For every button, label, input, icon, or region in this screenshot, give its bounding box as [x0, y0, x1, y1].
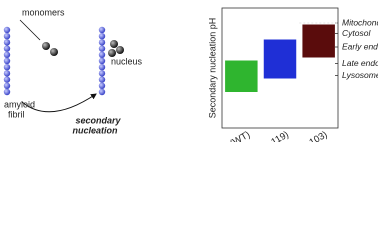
process-label: secondary	[75, 115, 121, 125]
y2-tick-label: Lysosome	[342, 70, 378, 80]
fibril-bead	[3, 70, 11, 77]
fibril-bead	[3, 63, 11, 71]
range-bar	[302, 24, 335, 58]
page: monomers amyloid fibril nucleus secondar…	[3, 7, 378, 142]
nucleus-label: nucleus	[111, 56, 143, 66]
monomer	[42, 42, 50, 50]
x-tick-label: AS(1-103)	[286, 129, 329, 142]
fibrils	[3, 26, 106, 96]
arrow	[21, 93, 97, 113]
x-tick-label: AS(WT)	[217, 129, 252, 142]
x-tick-label: AS(1-119)	[248, 129, 290, 142]
fibril-bead	[98, 26, 106, 34]
fibril-bead	[3, 51, 11, 58]
nucleus-monomer	[108, 49, 116, 57]
fibril-bead	[98, 57, 106, 65]
fibril-bead	[3, 57, 11, 65]
nucleus-monomer	[110, 40, 118, 48]
monomer	[50, 48, 58, 56]
y2-tick-label: Mitochondrion	[342, 17, 378, 27]
fibril-bead	[98, 63, 106, 71]
process-label: nucleation	[72, 125, 118, 135]
y2-tick-label: Late endosome	[342, 58, 378, 68]
y-axis-label: Secondary nucleation pH	[207, 18, 217, 119]
y2-tick-label: Cytosol	[342, 28, 371, 38]
range-bar	[263, 39, 297, 79]
fibril-bead	[98, 45, 106, 52]
fibril-label: fibril	[8, 109, 25, 119]
nucleus-monomer	[116, 46, 124, 54]
fibril-bead	[3, 82, 11, 90]
fibril-bead	[3, 76, 11, 83]
fibril-bead	[3, 33, 11, 40]
fibril-label: amyloid	[4, 99, 35, 109]
y2-tick-label: Early endosome	[342, 41, 378, 51]
fibril-bead	[98, 76, 106, 83]
plot-frame	[221, 7, 339, 129]
fibril-bead	[3, 45, 11, 52]
fibril-bead	[98, 51, 106, 58]
fibril-bead	[98, 82, 106, 90]
fibril-bead	[3, 26, 11, 34]
fibril-bead	[98, 33, 106, 40]
monomers-label: monomers	[22, 7, 65, 17]
fibril-bead	[3, 88, 11, 96]
fibril-bead	[98, 39, 106, 46]
fibril-bead	[3, 39, 11, 46]
fibril-bead	[98, 88, 106, 96]
range-bar	[225, 60, 258, 92]
figure: monomers amyloid fibril nucleus secondar…	[3, 7, 378, 142]
fibril-bead	[98, 70, 106, 77]
pointer	[19, 19, 41, 41]
